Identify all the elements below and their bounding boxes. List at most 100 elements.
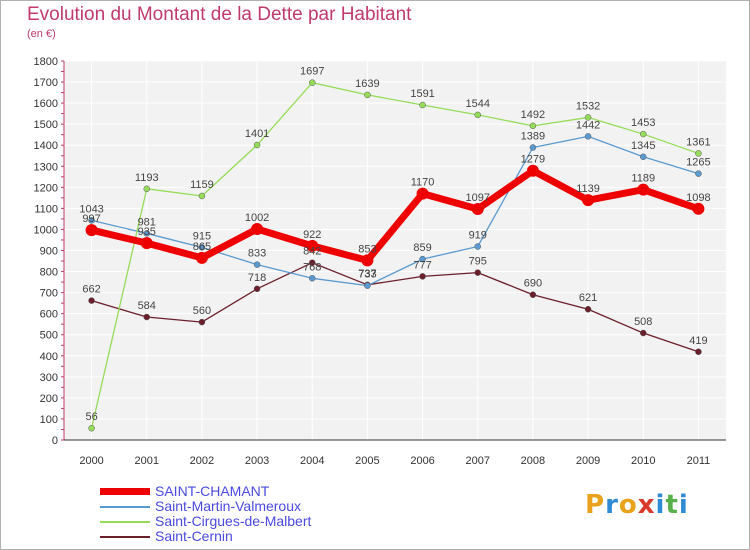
data-point — [140, 237, 153, 250]
data-label: 1532 — [576, 100, 600, 112]
data-label: 1002 — [245, 212, 269, 224]
data-point — [198, 318, 206, 326]
x-tick-label: 2001 — [135, 455, 159, 467]
data-label: 1170 — [411, 177, 435, 189]
data-point — [640, 130, 647, 138]
logo-letter: i — [678, 490, 689, 520]
data-point — [584, 133, 592, 140]
data-point — [361, 254, 374, 267]
data-point — [692, 202, 705, 215]
y-tick-label: 200 — [40, 393, 58, 405]
logo-letter: t — [665, 490, 679, 520]
legend-label: Saint-Cernin — [155, 528, 233, 544]
y-tick-label: 0 — [52, 435, 58, 447]
y-tick-label: 1100 — [34, 203, 58, 215]
data-point — [309, 275, 316, 282]
legend-swatch — [100, 521, 150, 523]
data-point — [88, 424, 95, 432]
data-point — [195, 251, 208, 264]
y-tick-label: 1600 — [34, 98, 58, 110]
data-point — [584, 305, 592, 313]
data-point — [309, 79, 316, 86]
data-label: 777 — [413, 259, 431, 271]
data-point — [419, 273, 426, 280]
data-label: 1265 — [686, 157, 710, 169]
y-tick-label: 100 — [40, 414, 58, 426]
data-point — [526, 164, 539, 177]
data-label: 662 — [82, 284, 100, 296]
data-point — [474, 243, 481, 250]
y-tick-label: 300 — [40, 372, 58, 384]
data-label: 690 — [524, 278, 542, 290]
data-label: 1453 — [631, 117, 655, 129]
data-label: 1189 — [631, 173, 655, 185]
data-point — [143, 230, 150, 237]
data-label: 718 — [248, 272, 266, 284]
data-point — [582, 194, 595, 207]
y-tick-label: 400 — [40, 351, 58, 363]
y-tick-label: 900 — [40, 246, 58, 258]
y-tick-label: 1800 — [34, 56, 58, 68]
data-point — [471, 203, 484, 216]
data-label: 915 — [193, 230, 211, 242]
data-label: 1389 — [521, 131, 545, 143]
data-label: 795 — [469, 256, 487, 268]
logo-letter: i — [655, 490, 666, 520]
data-point — [416, 187, 429, 200]
data-label: 1139 — [576, 183, 600, 195]
y-tick-label: 1700 — [34, 77, 58, 89]
legend-label: Saint-Cirgues-de-Malbert — [155, 513, 312, 529]
y-tick-label: 500 — [40, 330, 58, 342]
y-tick-label: 800 — [40, 267, 58, 279]
legend-swatch — [100, 488, 150, 495]
data-label: 419 — [689, 335, 707, 347]
legend-label: SAINT-CHAMANT — [155, 483, 270, 499]
page-title: Evolution du Montant de la Dette par Hab… — [27, 4, 412, 25]
x-tick-label: 2006 — [410, 455, 434, 467]
data-label: 584 — [138, 300, 156, 312]
logo-letter: r — [605, 490, 619, 520]
logo-letter: P — [585, 490, 606, 520]
series-line — [90, 262, 700, 353]
data-point — [253, 141, 261, 149]
data-point — [474, 111, 481, 119]
data-point — [419, 255, 426, 263]
data-label: 853 — [358, 243, 376, 255]
data-point — [251, 223, 264, 236]
x-tick-label: 2002 — [190, 455, 214, 467]
data-label: 1345 — [631, 140, 655, 152]
data-label: 1442 — [576, 119, 600, 131]
x-tick-label: 2000 — [79, 455, 103, 467]
data-point — [695, 150, 702, 157]
data-point — [253, 261, 261, 268]
data-label: 1591 — [410, 88, 434, 100]
data-point — [198, 244, 206, 251]
data-point — [306, 239, 319, 252]
y-tick-label: 1000 — [34, 224, 58, 236]
data-point — [143, 185, 150, 193]
data-label: 833 — [248, 248, 266, 260]
data-label: 935 — [138, 226, 156, 238]
data-label: 922 — [303, 229, 321, 241]
x-tick-label: 2008 — [521, 455, 545, 467]
data-point — [88, 217, 95, 224]
data-point — [364, 282, 371, 289]
data-label: 733 — [358, 269, 376, 281]
x-tick-label: 2011 — [687, 455, 711, 467]
data-point — [198, 192, 206, 200]
data-point — [88, 297, 95, 304]
data-point — [637, 183, 650, 196]
proxiti-logo: Proxiti — [585, 490, 689, 520]
data-label: 737 — [358, 268, 376, 280]
data-point — [640, 153, 647, 161]
series-line — [90, 82, 700, 429]
data-point — [584, 114, 592, 121]
data-point — [364, 91, 371, 99]
y-tick-label: 600 — [40, 309, 58, 321]
data-label: 997 — [82, 213, 100, 225]
y-tick-label: 1500 — [34, 119, 58, 131]
data-point — [529, 291, 537, 298]
series-line — [90, 135, 700, 287]
data-label: 842 — [303, 246, 321, 258]
data-label: 1401 — [245, 128, 269, 140]
